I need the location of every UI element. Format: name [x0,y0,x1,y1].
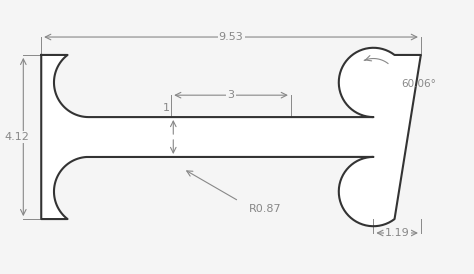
Text: 1.19: 1.19 [385,228,410,238]
Polygon shape [41,48,421,226]
Text: 3: 3 [228,90,235,100]
Text: 4.12: 4.12 [5,132,30,142]
Text: 1: 1 [163,103,170,113]
Text: R0.87: R0.87 [249,204,282,214]
Text: 60.06°: 60.06° [401,79,436,89]
Text: 9.53: 9.53 [219,32,244,42]
